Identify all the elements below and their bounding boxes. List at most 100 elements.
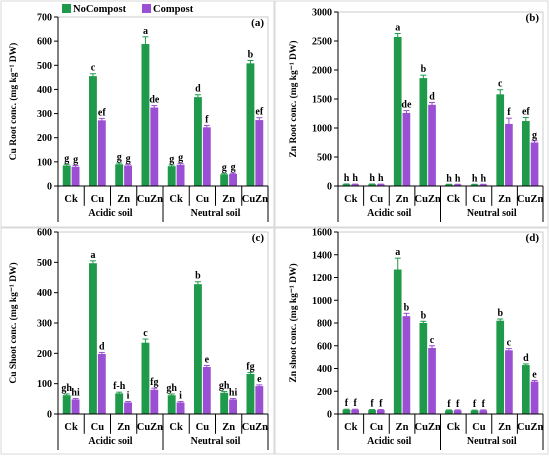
category-label: Ck <box>344 422 358 433</box>
category-label: CuZn <box>517 194 543 205</box>
category-label: CuZn <box>137 194 163 205</box>
panel-border <box>274 227 549 455</box>
bar <box>342 184 351 186</box>
bar <box>351 184 359 186</box>
y-tick-label: 100 <box>37 379 52 390</box>
bar <box>496 320 505 414</box>
significance-letter: f <box>370 399 374 410</box>
category-label: Cu <box>196 422 210 433</box>
significance-letter: gh <box>219 381 230 392</box>
significance-letter: c <box>498 79 503 90</box>
panel-tag: (d) <box>526 232 540 244</box>
bar <box>479 184 488 186</box>
bar <box>62 395 71 414</box>
significance-letter: g <box>64 153 69 164</box>
category-label: Zn <box>396 194 409 205</box>
legend: NoCompost Compost <box>62 4 194 15</box>
category-label: CuZn <box>137 422 163 433</box>
y-tick-label: 400 <box>37 85 52 96</box>
y-tick-label: 500 <box>37 61 52 72</box>
bar <box>522 121 530 186</box>
category-label: Cu <box>91 422 105 433</box>
category-label: Ck <box>169 194 183 205</box>
y-axis-title: Zn shoot conc. (mg kg⁻¹ DW) <box>288 263 299 382</box>
bar <box>229 173 237 186</box>
bar <box>220 392 229 414</box>
significance-letter: f <box>507 107 511 118</box>
significance-letter: g <box>231 162 236 173</box>
significance-letter: h <box>369 173 375 184</box>
panel-border <box>0 0 275 228</box>
bar <box>62 165 71 186</box>
legend-item-nocompost: NoCompost <box>62 4 127 15</box>
group-label: Acidic soil <box>88 208 132 219</box>
category-label: Zn <box>498 194 511 205</box>
bar <box>220 174 229 186</box>
significance-letter: h <box>481 173 487 184</box>
series-nocompost: g c g a g d g b <box>62 26 255 186</box>
bar <box>194 97 202 186</box>
category-label: Zn <box>222 422 235 433</box>
y-tick-label: 300 <box>37 319 52 330</box>
significance-letter: f <box>353 398 357 409</box>
significance-letter: h <box>472 173 478 184</box>
bar <box>496 94 505 186</box>
significance-letter: gh <box>61 383 72 394</box>
bar <box>376 184 385 186</box>
panel-c: 0 100 200 300 400 500 600 Cu Shoot conc. (mg kg… <box>8 228 269 450</box>
significance-letter: c <box>430 335 435 346</box>
panel-tag: (c) <box>252 232 265 244</box>
bar <box>246 373 255 414</box>
panel-b: 0 500 1000 1500 2000 2500 3000 Zn Root conc. (m… <box>288 8 544 222</box>
group-label: Acidic soil <box>367 436 411 447</box>
bar <box>167 166 176 186</box>
y-tick-label: 2000 <box>312 66 332 77</box>
bar <box>393 36 402 186</box>
y-tick-label: 300 <box>37 109 52 120</box>
significance-letter: h <box>378 173 384 184</box>
bar <box>202 366 211 414</box>
y-tick-label: 400 <box>317 364 332 375</box>
bar <box>141 44 150 186</box>
category-label: CuZn <box>242 194 268 205</box>
bar <box>530 142 539 186</box>
group-label: Neutral soil <box>467 436 517 447</box>
y-axis-title: Cu Root conc. (mg kg⁻¹ DW) <box>8 43 19 161</box>
bar <box>505 123 513 186</box>
significance-letter: c <box>91 63 96 74</box>
group-label: Neutral soil <box>191 208 241 219</box>
bar <box>402 316 411 414</box>
y-tick-label: 200 <box>37 349 52 360</box>
bar <box>89 76 97 186</box>
y-tick-label: 1400 <box>312 250 332 261</box>
bar <box>368 184 376 186</box>
bar <box>419 323 428 414</box>
bar <box>255 120 264 186</box>
y-tick-label: 800 <box>317 319 332 330</box>
bar <box>202 127 211 186</box>
significance-letter: f <box>447 399 451 410</box>
y-axis-title: Zn Root conc. (mg kg⁻¹ DW) <box>288 40 299 157</box>
y-tick-label: 0 <box>327 410 332 421</box>
significance-letter: d <box>429 91 435 102</box>
significance-letter: f <box>205 114 209 125</box>
bar <box>505 350 513 414</box>
significance-letter: b <box>421 310 427 321</box>
bar <box>445 410 453 414</box>
panel-tag: (b) <box>526 12 540 24</box>
bar <box>470 410 479 414</box>
significance-letter: e <box>205 354 210 365</box>
significance-letter: f <box>379 399 383 410</box>
y-tick-label: 2500 <box>312 37 332 48</box>
category-label: Cu <box>91 194 105 205</box>
category-label: Ck <box>64 194 78 205</box>
significance-letter: g <box>73 154 78 165</box>
significance-letter: g <box>178 153 183 164</box>
significance-letter: de <box>401 100 412 111</box>
category-label: Ck <box>447 194 461 205</box>
bar <box>167 395 176 414</box>
bar <box>115 393 124 414</box>
